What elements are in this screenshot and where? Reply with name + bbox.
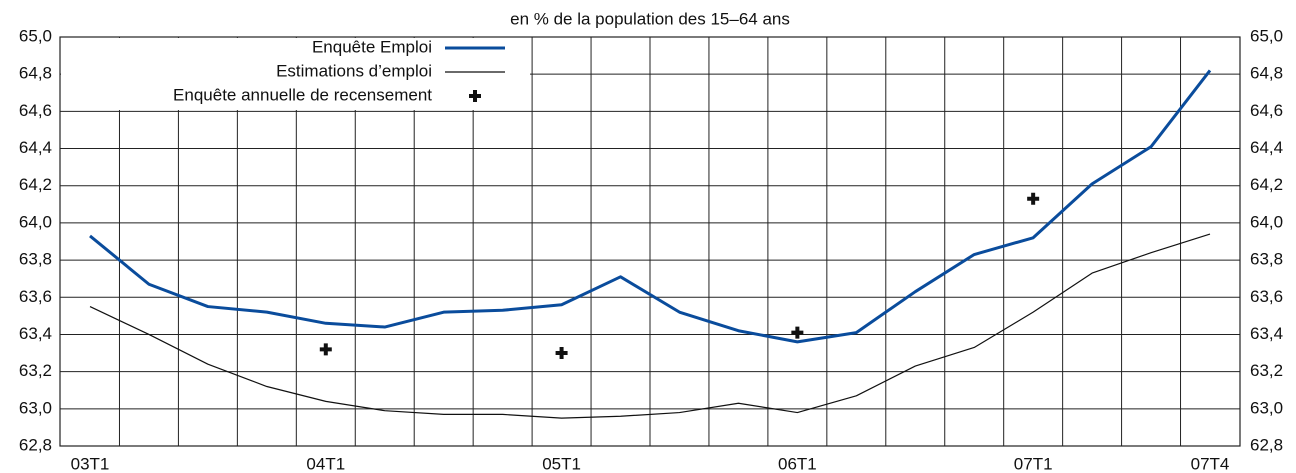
- y2-tick-label: 65,0: [1250, 26, 1283, 45]
- marker: [319, 343, 332, 356]
- x-tick-label: 07T1: [1014, 454, 1053, 473]
- legend-background: [61, 38, 530, 110]
- x-tick-label: 03T1: [71, 454, 110, 473]
- y2-tick-label: 63,4: [1250, 324, 1283, 343]
- y-tick-label: 63,4: [19, 324, 52, 343]
- legend-label: Estimations d’emploi: [276, 61, 432, 80]
- y-tick-label: 63,8: [19, 250, 52, 269]
- y-tick-label: 64,0: [19, 212, 52, 231]
- legend-label: Enquête Emploi: [312, 37, 432, 56]
- y-tick-label: 64,4: [19, 138, 52, 157]
- x-tick-label: 06T1: [778, 454, 817, 473]
- y-tick-label: 64,8: [19, 64, 52, 83]
- plot-frame: [59, 36, 1241, 447]
- legend-label: Enquête annuelle de recensement: [173, 85, 432, 104]
- y2-tick-label: 64,8: [1250, 64, 1283, 83]
- y2-tick-label: 62,8: [1250, 435, 1283, 454]
- marker: [555, 347, 568, 360]
- legend-marker: [469, 90, 481, 102]
- marker: [1027, 192, 1040, 205]
- y-tick-label: 63,2: [19, 361, 52, 380]
- marker: [791, 326, 804, 339]
- y-tick-label: 63,6: [19, 287, 52, 306]
- y2-tick-label: 63,8: [1250, 250, 1283, 269]
- y2-tick-label: 64,2: [1250, 175, 1283, 194]
- y-tick-label: 65,0: [19, 26, 52, 45]
- y2-tick-label: 63,0: [1250, 398, 1283, 417]
- y2-tick-label: 64,0: [1250, 212, 1283, 231]
- y2-tick-label: 64,6: [1250, 101, 1283, 120]
- chart-title: en % de la population des 15–64 ans: [510, 9, 790, 28]
- y2-tick-label: 63,2: [1250, 361, 1283, 380]
- x-tick-label: 05T1: [542, 454, 581, 473]
- series-line: [89, 69, 1212, 344]
- y2-tick-label: 63,6: [1250, 287, 1283, 306]
- y-tick-label: 64,2: [19, 175, 52, 194]
- series-line: [89, 233, 1211, 419]
- y-tick-label: 64,6: [19, 101, 52, 120]
- y-tick-label: 62,8: [19, 435, 52, 454]
- x-tick-label: 04T1: [306, 454, 345, 473]
- y-tick-label: 63,0: [19, 398, 52, 417]
- x-tick-label: 07T4: [1191, 454, 1230, 473]
- y2-tick-label: 64,4: [1250, 138, 1283, 157]
